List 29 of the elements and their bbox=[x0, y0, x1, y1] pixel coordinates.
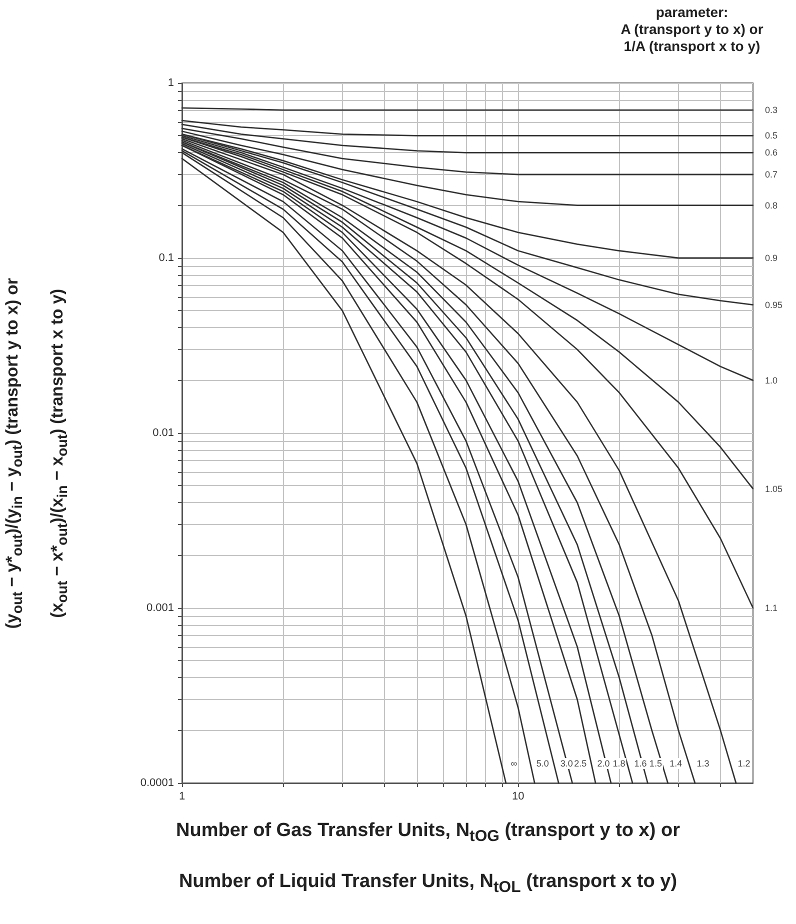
series-label: 0.3 bbox=[765, 105, 778, 116]
series-label: 0.5 bbox=[765, 130, 778, 141]
series-label: 0.6 bbox=[765, 148, 778, 158]
series-label: 1.6 bbox=[634, 758, 647, 768]
legend-title: parameter: A (transport y to x) or 1/A (transport x to y) bbox=[620, 4, 764, 55]
series-label: 1.05 bbox=[765, 484, 783, 494]
series-label: 1.5 bbox=[649, 758, 662, 768]
y-tick-label: 0.0001 bbox=[140, 777, 174, 789]
series-label: 0.95 bbox=[765, 300, 783, 310]
series-label: 0.7 bbox=[765, 170, 778, 180]
series-label: 0.8 bbox=[765, 200, 778, 210]
series-label: 1.8 bbox=[612, 758, 626, 768]
series-label: 1.3 bbox=[696, 758, 710, 768]
x-tick-label: 10 bbox=[512, 790, 524, 802]
series-label: 5.0 bbox=[536, 758, 549, 768]
y-tick-label: 0.001 bbox=[146, 602, 174, 614]
series-label: 1.4 bbox=[670, 758, 682, 768]
y-tick-label: 0.01 bbox=[152, 427, 174, 439]
series-label: 2.0 bbox=[597, 758, 610, 768]
series-label: 1.2 bbox=[738, 758, 750, 768]
y-tick-label: 0.1 bbox=[158, 252, 174, 264]
series-label: 1.0 bbox=[765, 375, 778, 386]
series-label: 2.5 bbox=[574, 758, 587, 768]
series-label: 1.1 bbox=[765, 603, 778, 613]
y-tick-label: 1 bbox=[168, 77, 174, 89]
series-label: 3.0 bbox=[560, 758, 573, 768]
series-label: 0.9 bbox=[765, 253, 778, 263]
series-label: ∞ bbox=[510, 758, 518, 768]
text: Number of Gas Transfer Units, N$_{tOG}$ (transport y to x) or Number of Liquid Transfer Units, N$_{tOL}$ (transport x to y) bbox=[176, 820, 680, 896]
